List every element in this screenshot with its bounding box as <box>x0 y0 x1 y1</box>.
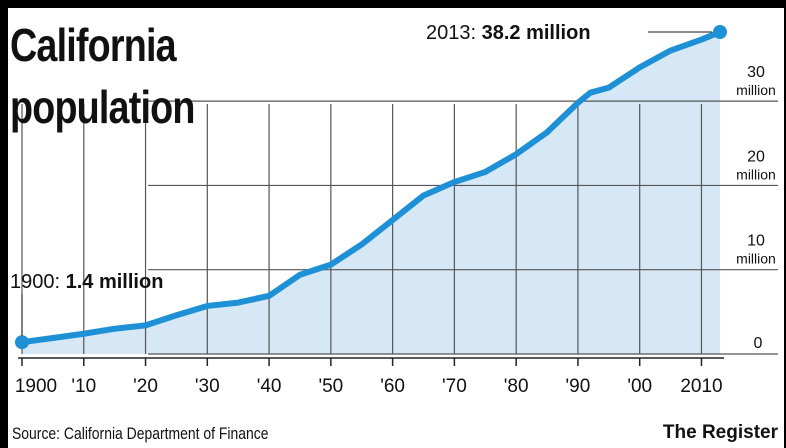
start-annotation-value: 1.4 million <box>66 271 164 293</box>
start-annotation-year: 1900: <box>10 271 66 293</box>
y-tick-label: 0 <box>754 335 763 352</box>
x-tick-label: '30 <box>195 376 220 397</box>
x-tick-label: '00 <box>627 376 652 397</box>
area-fill <box>22 32 720 354</box>
source-note: Source: California Department of Finance <box>12 424 269 443</box>
x-tick-label: 1900 <box>15 376 57 397</box>
y-tick-unit-label: million <box>736 166 776 182</box>
y-tick-label: 20 <box>747 148 765 165</box>
chart-svg: 1900'10'20'30'40'50'60'70'80'90'00 201001… <box>10 22 778 397</box>
chart-title-line-1: California <box>10 19 177 71</box>
x-tick-label: '90 <box>566 376 591 397</box>
end-annotation-value: 38.2 million <box>482 22 591 44</box>
end-annotation-year: 2013: <box>426 22 482 44</box>
x-tick-label: '10 <box>71 376 96 397</box>
population-line <box>19 29 723 346</box>
x-tick-label: 2010 <box>680 376 722 397</box>
y-tick-label: 30 <box>747 64 765 81</box>
x-tick-label: '70 <box>442 376 467 397</box>
end-point <box>713 25 727 39</box>
y-tick-label: 10 <box>747 233 765 250</box>
start-annotation: 1900: 1.4 million <box>10 271 163 293</box>
end-annotation: 2013: 38.2 million <box>426 22 591 44</box>
start-point <box>15 335 29 350</box>
publisher-credit: The Register <box>662 422 778 443</box>
x-tick-label: '20 <box>133 376 158 397</box>
y-tick-unit-label: million <box>736 82 776 98</box>
chart-frame: 1900'10'20'30'40'50'60'70'80'90'00 2010 0 1… <box>8 8 784 448</box>
x-tick-label: '60 <box>380 376 405 397</box>
x-tick-label: '80 <box>504 376 529 397</box>
x-tick-label: '40 <box>257 376 282 397</box>
x-tick-label: '50 <box>318 376 343 397</box>
y-tick-unit-label: million <box>736 251 776 267</box>
chart-title-line-2: population <box>10 81 195 133</box>
